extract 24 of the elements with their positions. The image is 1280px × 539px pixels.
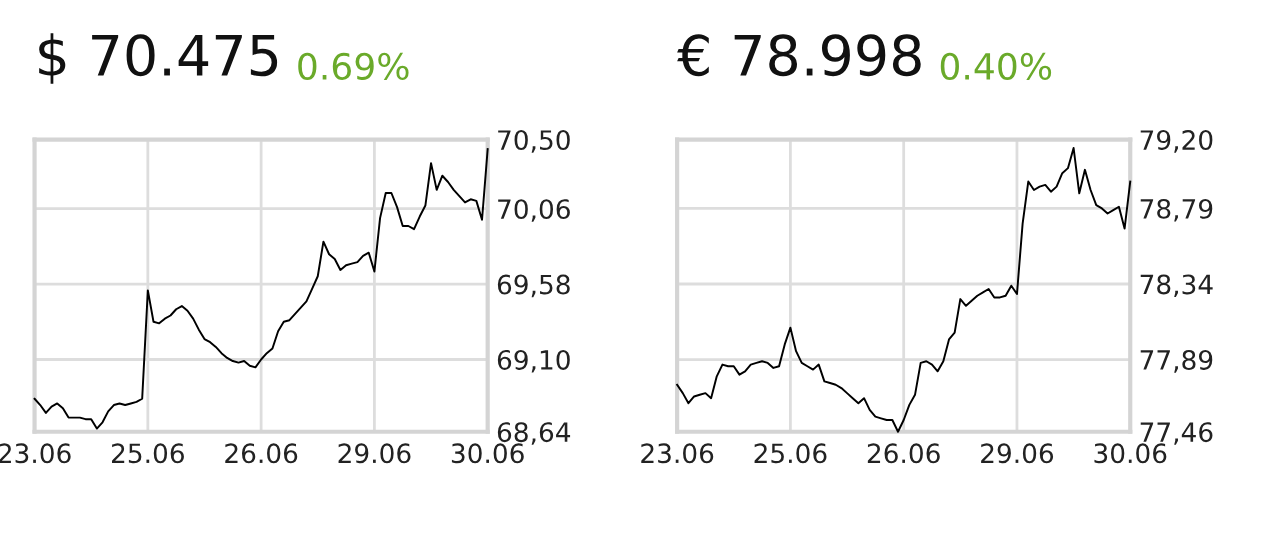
y-tick-label: 68,64 (497, 422, 571, 445)
chart-subtitle: 0.69% (298, 52, 409, 81)
y-tick-label: 70,06 (498, 199, 570, 222)
x-tick-label: 25.06 (754, 443, 827, 464)
x-tick-label: 23.06 (641, 443, 714, 464)
y-tick-label: 77,89 (1140, 349, 1213, 373)
y-tick-label: 79,20 (1140, 130, 1213, 153)
y-tick-label: 78,79 (1140, 198, 1213, 222)
chart-title: € 78.998 (677, 34, 921, 77)
y-tick-label: 78,34 (1140, 274, 1213, 298)
x-tick-label: 29.06 (338, 443, 411, 464)
chart-title: $ 70.475 (39, 33, 278, 84)
x-tick-label: 25.06 (112, 443, 184, 464)
x-tick-label: 26.06 (225, 443, 298, 464)
chart-subtitle: 0.40% (940, 52, 1052, 81)
y-tick-label: 69,58 (497, 274, 570, 298)
x-tick-label: 29.06 (981, 443, 1054, 464)
y-tick-label: 69,10 (497, 349, 570, 373)
x-tick-label: 30.06 (1094, 443, 1167, 464)
y-tick-label: 77,46 (1140, 422, 1213, 445)
x-tick-label: 30.06 (451, 443, 524, 464)
y-tick-label: 70,50 (498, 130, 570, 153)
line-series (33, 148, 489, 430)
x-tick-label: 26.06 (867, 443, 940, 464)
